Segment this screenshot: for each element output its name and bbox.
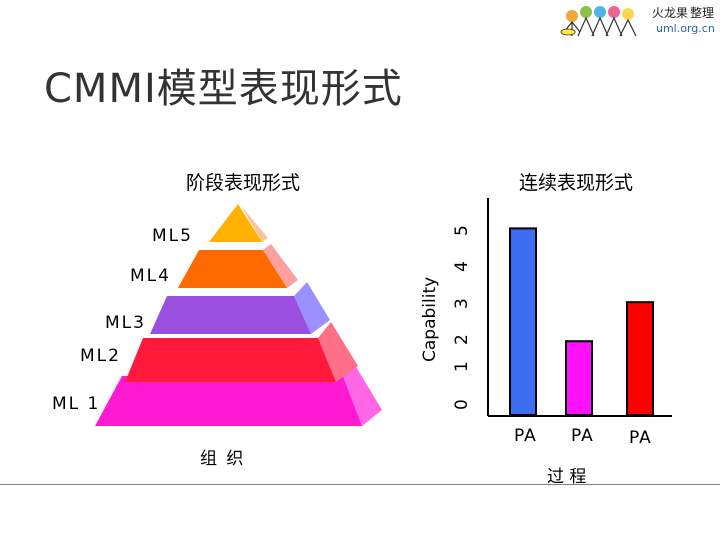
logo-sub-text: 整理 [690,6,715,20]
logo: 火龙果 整理 uml.org.cn [560,2,716,44]
capability-bar-3 [626,301,654,416]
pyramid-level-2 [125,338,336,382]
x-tick-pa-2: PA [571,426,594,446]
pyramid-level-3 [150,296,311,334]
staged-axis-label: 组 织 [200,449,246,469]
continuous-title: 连续表现形式 [519,172,634,194]
logo-url: uml.org.cn [656,22,715,35]
level-label-ml5: ML5 [152,226,193,246]
level-label-ml1: ML 1 [52,394,101,414]
staged-title: 阶段表现形式 [186,172,301,194]
level-label-ml2: ML2 [80,346,121,366]
level-label-ml4: ML4 [130,266,171,286]
pyramid-level-4 [178,250,287,288]
pyramid-level-3-side [294,282,330,334]
capability-bar-1 [509,227,537,416]
pyramid-level-5-side [238,202,268,242]
bottom-divider [0,484,720,485]
level-label-ml3: ML3 [105,313,146,333]
pyramid-level-4-side [263,244,298,288]
pyramid-level-5 [209,204,262,242]
x-tick-pa-3: PA [629,428,652,448]
capability-bar-2 [565,340,593,416]
pyramid-level-1 [95,376,362,426]
logo-text: 火龙果 [652,6,689,20]
x-tick-pa-1: PA [514,426,537,446]
x-axis-label: 过 程 [547,467,587,487]
pyramid-level-2-side [318,322,358,382]
page-title: CMMI模型表现形式 [44,66,403,112]
logo-figures-icon [560,6,637,37]
pyramid-level-1-side [343,360,382,426]
